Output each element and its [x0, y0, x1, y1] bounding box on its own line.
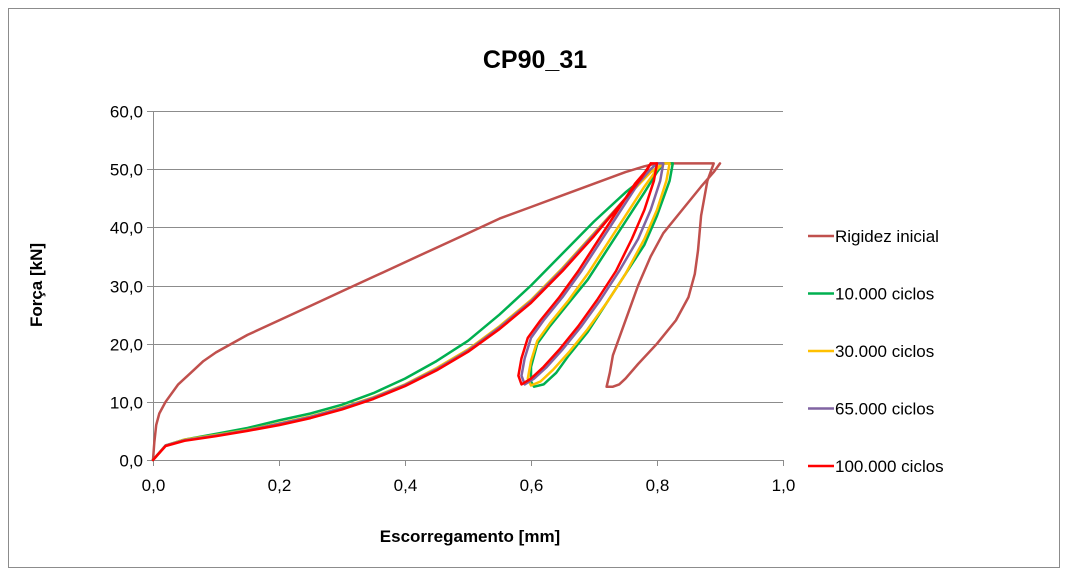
y-tick-label: 40,0	[110, 219, 143, 238]
legend: Rigidez inicial 10.000 ciclos 30.000 ciclo…	[808, 227, 944, 476]
legend-label: 30.000 ciclos	[835, 342, 934, 361]
x-tick-label: 0,6	[520, 476, 544, 495]
x-tick-label: 0,0	[142, 476, 166, 495]
x-tick-label: 0,2	[268, 476, 292, 495]
series-line	[151, 162, 675, 462]
gridlines	[153, 111, 783, 403]
y-tick-label: 20,0	[110, 336, 143, 355]
x-tick-label: 1,0	[772, 476, 796, 495]
x-axis-title: Escorregamento [mm]	[380, 527, 560, 546]
y-tick-label: 10,0	[110, 394, 143, 413]
legend-label: 65.000 ciclos	[835, 400, 934, 419]
data-series	[151, 162, 722, 462]
x-tick-label: 0,8	[646, 476, 670, 495]
y-axis-title: Força [kN]	[27, 243, 46, 327]
chart-title: CP90_31	[483, 46, 587, 74]
y-tick-label: 30,0	[110, 278, 143, 297]
chart-border	[8, 8, 1060, 568]
y-tick-label: 50,0	[110, 161, 143, 180]
legend-label: 100.000 ciclos	[835, 457, 944, 476]
y-tick-labels: 0,0 10,0 20,0 30,0 40,0 50,0 60,0	[110, 103, 143, 471]
x-tick-label: 0,4	[394, 476, 418, 495]
y-tick-label: 60,0	[110, 103, 143, 122]
x-tick-labels: 0,0 0,2 0,4 0,6 0,8 1,0	[142, 476, 796, 495]
legend-label: Rigidez inicial	[835, 227, 939, 246]
legend-label: 10.000 ciclos	[835, 285, 934, 304]
series-line	[151, 162, 659, 462]
y-tick-label: 0,0	[119, 452, 143, 471]
